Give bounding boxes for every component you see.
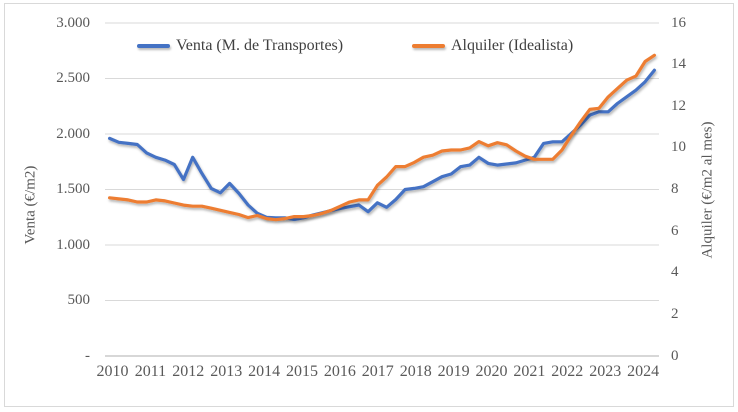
legend-label-alquiler: Alquiler (Idealista) xyxy=(451,37,574,54)
x-axis-year-label: 2022 xyxy=(551,363,584,380)
left-axis-tick-label: 500 xyxy=(67,292,91,308)
left-axis-tick-label: 3.000 xyxy=(56,14,90,31)
x-axis-year-label: 2012 xyxy=(172,363,205,380)
left-axis-tick-label: 1.000 xyxy=(56,236,90,253)
x-axis-year-label: 2016 xyxy=(323,363,356,380)
x-axis-year-label: 2018 xyxy=(399,363,432,380)
left-axis-tick-label: 2.500 xyxy=(56,70,90,86)
x-axis-year-label: 2021 xyxy=(513,363,546,380)
right-axis-tick-label: 10 xyxy=(671,139,686,156)
right-axis-tick-label: 4 xyxy=(671,264,679,281)
right-axis-tick-label: 16 xyxy=(671,14,686,31)
x-axis-year-label: 2024 xyxy=(627,363,660,380)
left-axis-tick-label: 1.500 xyxy=(56,181,90,197)
left-axis-tick-label: 2.000 xyxy=(56,125,90,142)
right-axis-tick-label: 0 xyxy=(671,347,679,364)
chart-frame-border xyxy=(4,3,734,407)
x-axis-year-label: 2023 xyxy=(589,363,622,380)
right-axis-tick-label: 6 xyxy=(671,222,679,239)
right-axis-tick-label: 2 xyxy=(671,305,679,322)
right-axis-title: Alquiler (€/m2 al mes) xyxy=(699,121,716,259)
x-axis-year-label: 2015 xyxy=(286,363,318,380)
right-axis-tick-label: 8 xyxy=(671,181,679,197)
legend-item-alquiler: Alquiler (Idealista) xyxy=(412,38,573,54)
legend-item-venta: Venta (M. de Transportes) xyxy=(137,38,343,54)
alquiler-line-swatch xyxy=(412,44,445,48)
x-axis-year-label: 2010 xyxy=(96,363,129,380)
series-line-venta xyxy=(107,68,657,222)
x-axis-year-label: 2014 xyxy=(248,363,281,380)
x-axis-year-label: 2013 xyxy=(210,363,243,380)
legend-label-venta: Venta (M. de Transportes) xyxy=(176,37,344,54)
x-axis-year-label: 2020 xyxy=(475,363,508,380)
x-axis-year-label: 2011 xyxy=(134,363,167,380)
right-axis-tick-label: 12 xyxy=(671,97,686,114)
venta-line-swatch xyxy=(137,44,170,48)
right-axis-tick-label: 14 xyxy=(671,56,686,73)
left-axis-tick-label: - xyxy=(85,347,90,364)
left-axis-title: Venta (€/m2) xyxy=(22,165,39,245)
series-line-alquiler xyxy=(107,53,657,222)
x-axis-year-label: 2019 xyxy=(437,363,470,380)
x-axis-year-label: 2017 xyxy=(361,363,394,380)
